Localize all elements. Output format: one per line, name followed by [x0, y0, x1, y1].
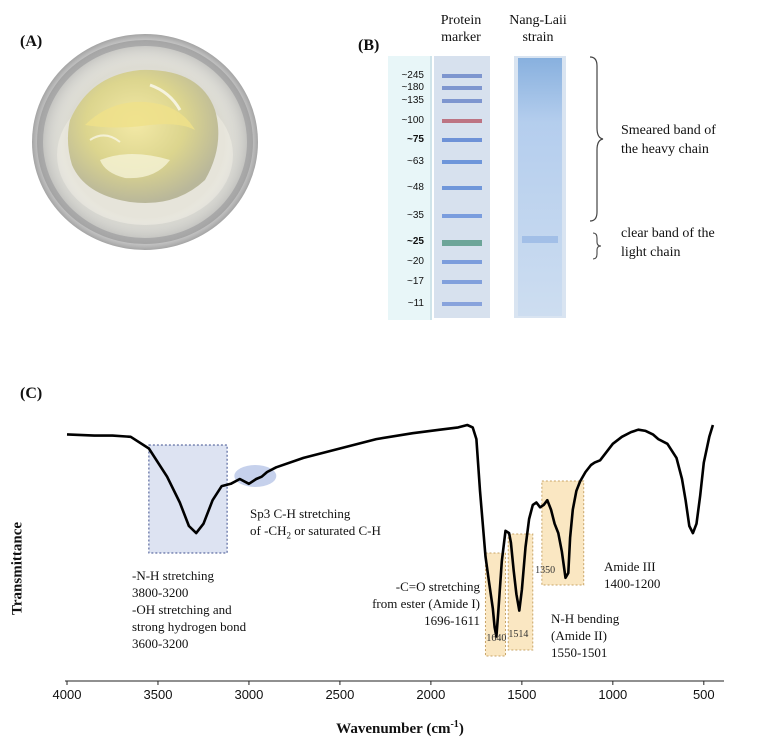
x-tick-label: 3000 [234, 687, 263, 702]
annotation-line: strong hydrogen bond [132, 619, 247, 634]
ladder-band [442, 240, 482, 246]
marker-label: ~245 [401, 70, 424, 81]
annotation-amide3: Amide III 1400-1200 [604, 558, 724, 592]
annotation-line: Amide III [604, 559, 656, 574]
ladder-band [442, 99, 482, 103]
annotation-line: 1550-1501 [551, 645, 608, 660]
annotation-line: -N-H stretching [132, 568, 214, 583]
ladder-band [442, 86, 482, 90]
spectrum-line [66, 423, 715, 638]
annotation-sp3: Sp3 C-H stretching of -CH2 or saturated … [250, 505, 440, 545]
annotation-line: -C=O stretching [395, 579, 480, 594]
ladder-bands [442, 74, 482, 306]
ladder-band [442, 280, 482, 284]
annotation-line: 3600-3200 [132, 636, 189, 651]
annotation-line: 3800-3200 [132, 585, 189, 600]
marker-label: ~180 [401, 82, 424, 93]
x-tick-label: 1000 [598, 687, 627, 702]
annotation-line: 1696-1611 [424, 613, 480, 628]
annotation-nh-bend: N-H bending (Amide II) 1550-1501 [551, 610, 671, 661]
ladder-band [442, 186, 482, 190]
light-chain-bracket [592, 232, 602, 260]
note-line: clear band of the [621, 226, 715, 241]
marker-label: ~75 [407, 134, 424, 145]
marker-label: ~17 [407, 276, 424, 287]
x-tick-label: 4000 [53, 687, 82, 702]
annotation-line: 1400-1200 [604, 576, 661, 591]
x-tick-label: 3500 [144, 687, 173, 702]
marker-label: ~48 [407, 182, 424, 193]
marker-label: ~11 [407, 298, 424, 309]
gel-image [434, 56, 566, 318]
annotation-line: N-H bending [551, 611, 620, 626]
annotation-line: of -CH2 or saturated C-H [250, 522, 440, 545]
annotation-line: -OH stretching and [132, 602, 232, 617]
gel-ladder-strip [388, 56, 432, 320]
lane-header-line: Nang-Laii [509, 13, 567, 28]
heavy-chain-note: Smeared band of the heavy chain [621, 121, 771, 159]
x-tick-label: 1500 [507, 687, 536, 702]
peak-label: 1350 [535, 565, 555, 576]
lane-header-protein-marker: Protein marker [428, 12, 494, 46]
marker-label: ~25 [407, 236, 424, 247]
marker-label: ~63 [407, 156, 424, 167]
x-axis-title-text: Wavenumber (cm [336, 721, 451, 737]
ladder-band [442, 138, 482, 142]
ladder-band [442, 160, 482, 164]
panel-b-label: (B) [358, 37, 380, 54]
panel-a-photo [32, 34, 258, 250]
annotation-nh-oh: -N-H stretching 3800-3200 -OH stretching… [132, 567, 312, 652]
subscript-2: 2 [286, 530, 291, 541]
ladder-band [442, 214, 482, 218]
annotation-line: Sp3 C-H stretching [250, 506, 351, 521]
marker-label: ~135 [401, 95, 424, 106]
x-axis-title-close: ) [458, 721, 464, 737]
x-axis-title-superscript: -1 [450, 719, 459, 730]
ladder-band [442, 302, 482, 306]
annotation-part: or saturated C-H [290, 523, 381, 538]
nh-oh-region [148, 444, 228, 554]
annotation-part: of -CH [250, 523, 287, 538]
lane-header-line: strain [522, 30, 554, 45]
x-tick-label: 2500 [325, 687, 354, 702]
annotation-line: (Amide II) [551, 628, 607, 643]
x-axis-title: Wavenumber (cm-1) [300, 719, 500, 738]
note-line: Smeared band of [621, 123, 716, 138]
ladder-band [442, 74, 482, 78]
peak-label: 1640 [486, 633, 506, 644]
note-line: light chain [621, 245, 681, 260]
lane-header-nang-laii: Nang-Laii strain [498, 12, 578, 46]
marker-label: ~100 [401, 115, 424, 126]
light-chain-note: clear band of the light chain [621, 224, 771, 262]
x-tick-label: 500 [693, 687, 715, 702]
annotation-co: -C=O stretching from ester (Amide I) 169… [330, 578, 480, 629]
panel-c-label: (C) [20, 385, 43, 402]
marker-weight-labels: ~245 ~180 ~135 ~100 ~75 ~63 ~48 ~35 ~25 ~20 ~17 ~11 [392, 56, 430, 320]
note-line: the heavy chain [621, 142, 709, 157]
lane-header-line: marker [441, 30, 481, 45]
annotation-line: from ester (Amide I) [372, 596, 480, 611]
heavy-chain-bracket [589, 56, 604, 222]
ladder-band [442, 260, 482, 264]
ladder-band [442, 119, 482, 123]
x-tick-label: 2000 [416, 687, 445, 702]
marker-label: ~35 [407, 210, 424, 221]
marker-label: ~20 [407, 256, 424, 267]
amide-iii-region [541, 480, 585, 586]
panel-a-label: (A) [20, 33, 43, 50]
sp3-highlight [234, 465, 277, 487]
peak-label: 1514 [508, 629, 528, 640]
lane-header-line: Protein [440, 13, 482, 28]
